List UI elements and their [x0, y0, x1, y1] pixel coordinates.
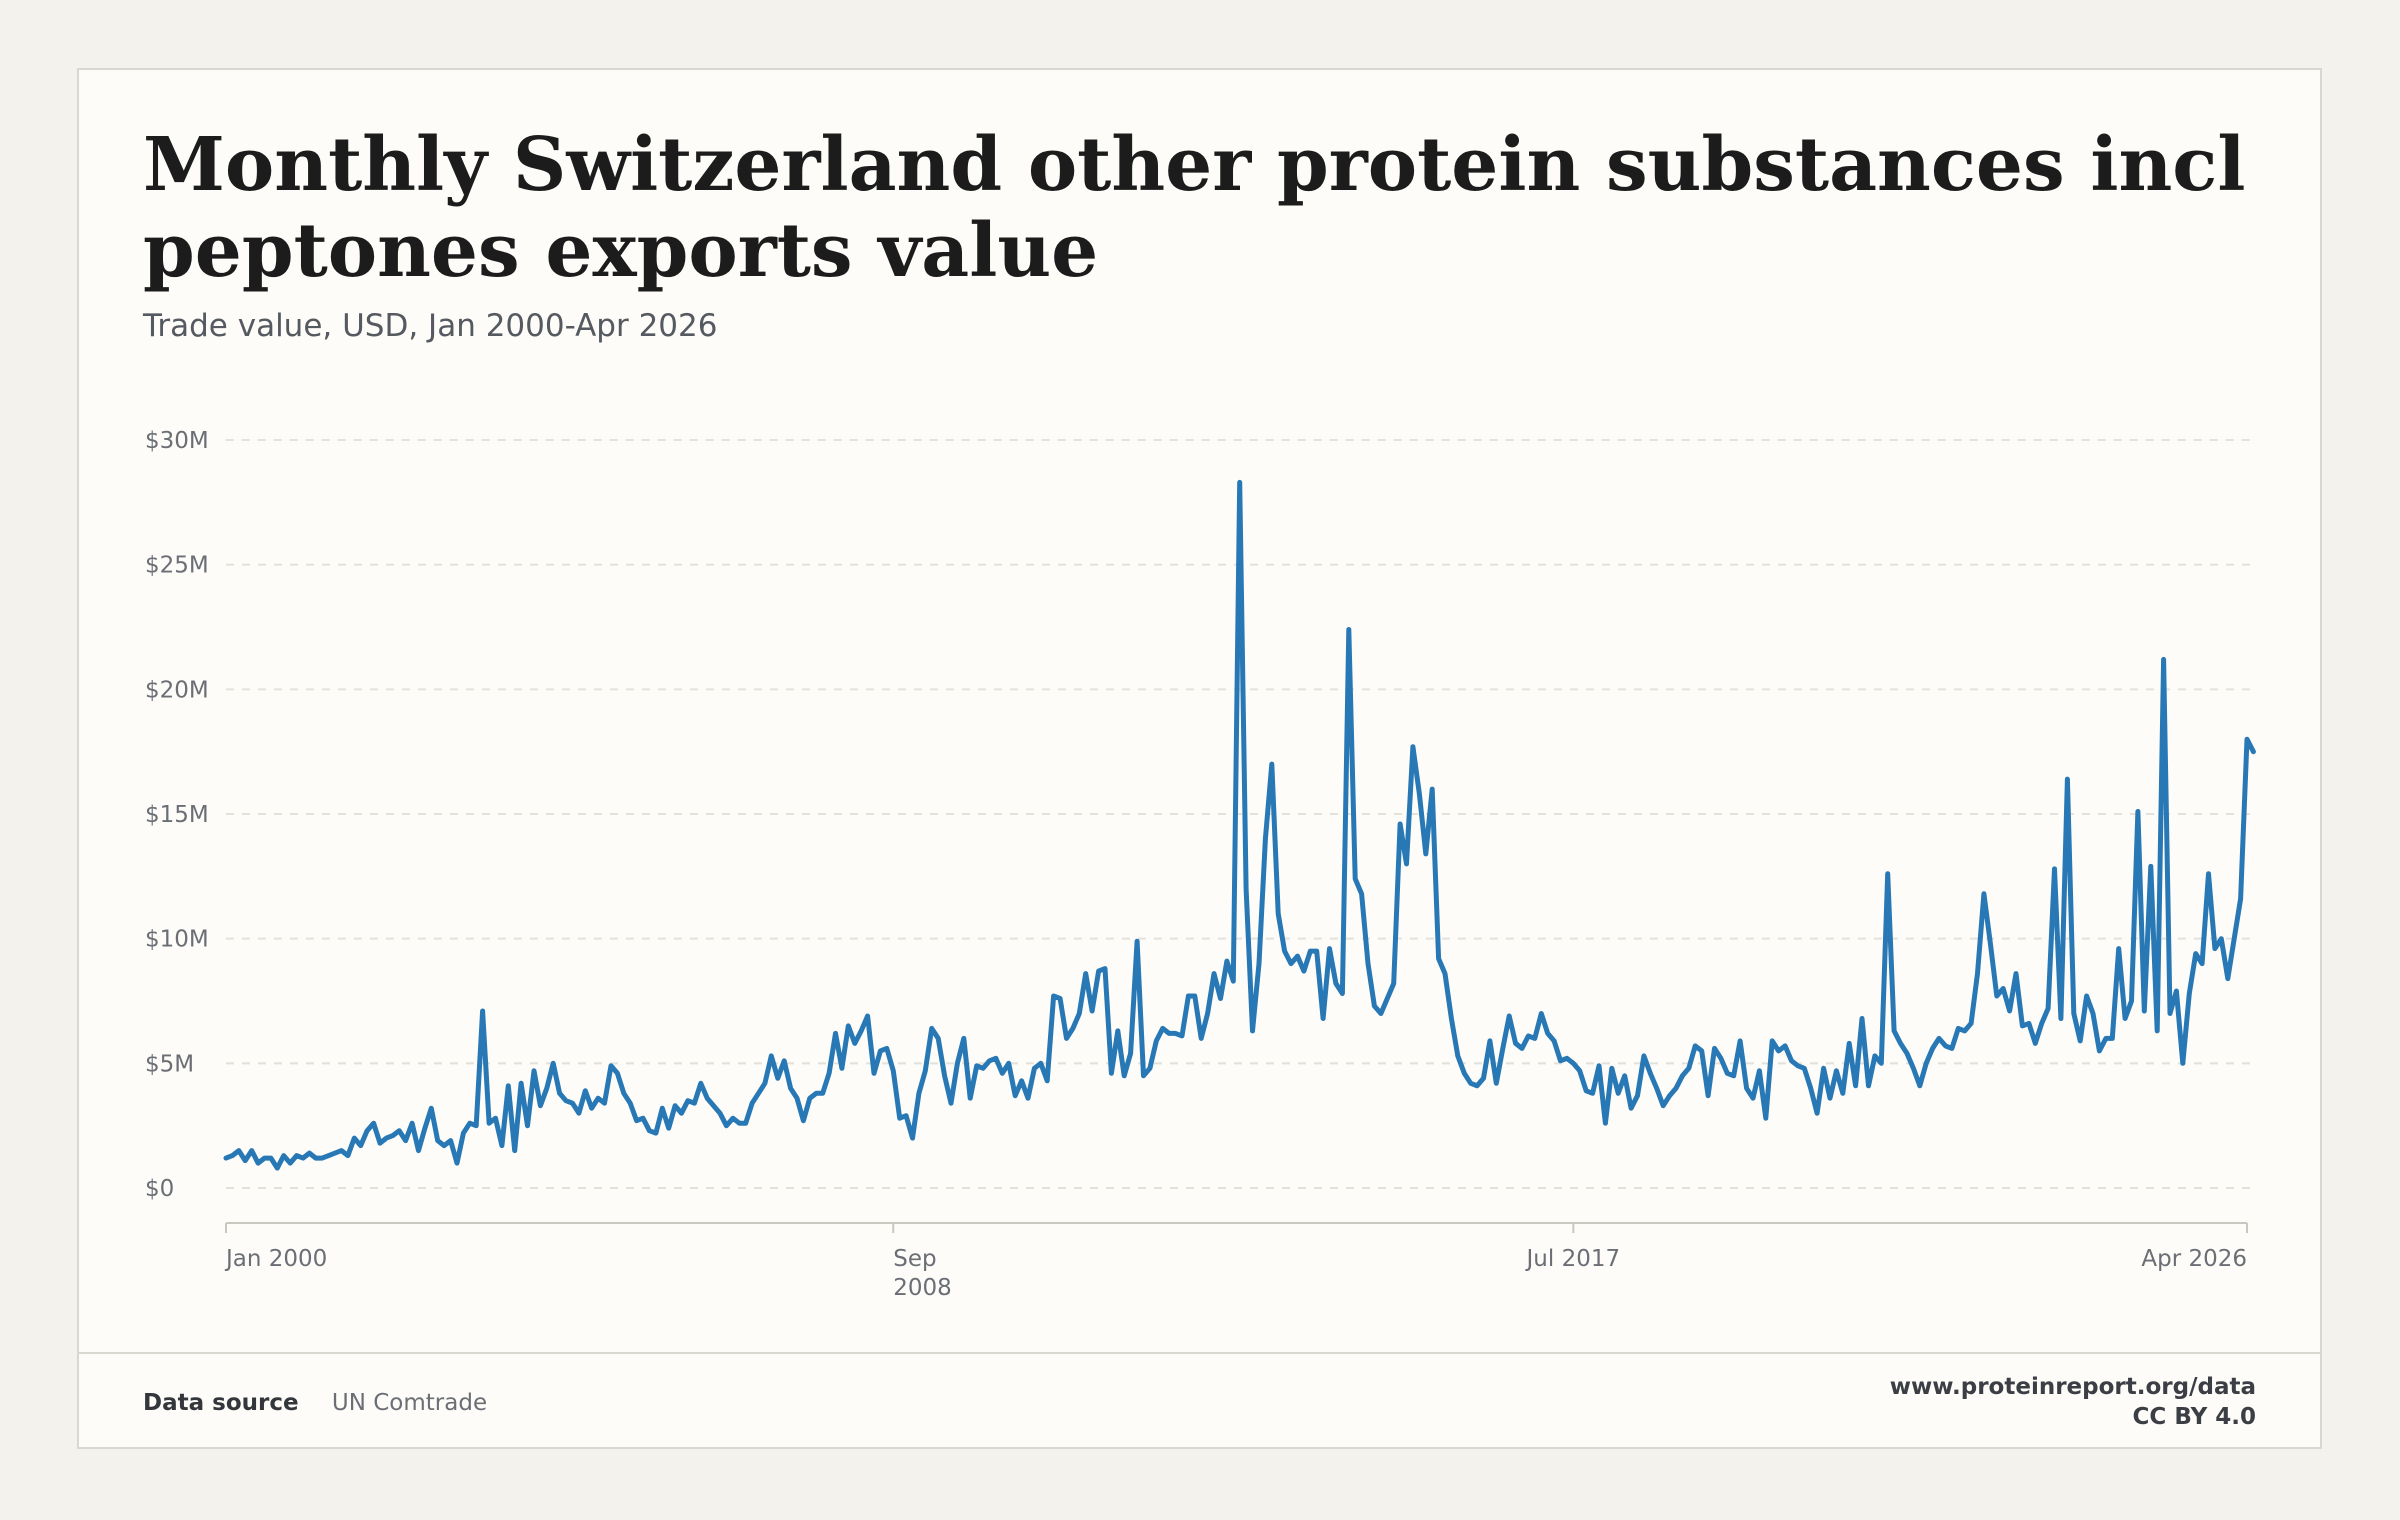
chart-card: Monthly Switzerland other protein substa…: [77, 68, 2322, 1449]
x-tick-label: Sep 2008: [893, 1246, 952, 1301]
footer-divider: [79, 1352, 2320, 1354]
x-tick-label: Jul 2017: [1525, 1246, 1621, 1272]
x-tick-label-line: Apr 2026: [2141, 1246, 2247, 1272]
x-tick-label-line: Sep: [893, 1246, 936, 1272]
y-tick-label: $20M: [145, 677, 209, 703]
y-tick-label: $15M: [145, 802, 209, 828]
license-label: CC BY 4.0: [2132, 1404, 2256, 1430]
chart-title: Monthly Switzerland other protein substa…: [143, 122, 2246, 294]
data-source: Data source UN Comtrade: [143, 1390, 487, 1416]
x-tick-label-line: 2008: [893, 1275, 952, 1301]
source-url[interactable]: www.proteinreport.org/data: [1889, 1374, 2256, 1400]
series-layer: [223, 479, 2256, 1171]
x-tick-label-line: Jan 2000: [224, 1246, 327, 1272]
y-axis: $0 $5M $10M $15M $20M $25M $30M: [145, 428, 209, 1202]
x-tick-label: Jan 2000: [224, 1246, 327, 1272]
credits: www.proteinreport.org/data CC BY 4.0: [1890, 1372, 2256, 1432]
x-tick-label: Apr 2026: [2141, 1246, 2247, 1272]
x-axis: Jan 2000 Sep 2008 Jul 2017 Apr 2026: [224, 1222, 2248, 1301]
data-source-label: Data source: [143, 1390, 299, 1416]
line-chart: $0 $5M $10M $15M $20M $25M $30M Jan 2000 Sep 200…: [145, 428, 2257, 1301]
data-source-value: UN Comtrade: [331, 1390, 488, 1416]
chart-subtitle: Trade value, USD, Jan 2000-Apr 2026: [143, 308, 718, 344]
y-tick-label: $25M: [145, 553, 209, 579]
x-tick-label-line: Jul 2017: [1525, 1246, 1621, 1272]
y-tick-label: $5M: [145, 1051, 194, 1077]
series-line: [223, 479, 2256, 1171]
y-tick-label: $10M: [145, 927, 209, 953]
y-tick-label: $0: [145, 1176, 174, 1202]
y-tick-label: $30M: [145, 428, 209, 454]
